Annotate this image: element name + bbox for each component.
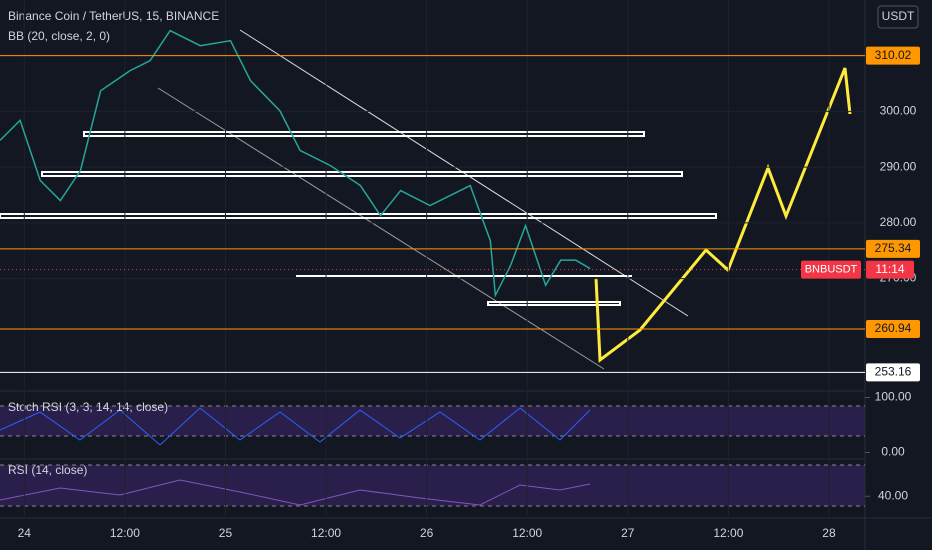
y-tick-label: 0.00: [881, 445, 905, 459]
support-box: [0, 213, 717, 219]
currency-box[interactable]: [877, 5, 919, 29]
level-label-box: [866, 320, 920, 339]
y-tick-label: 280.00: [880, 215, 917, 229]
currency: USDT: [882, 9, 915, 23]
level-label: 260.94: [875, 321, 912, 335]
x-tick-label: 27: [621, 526, 635, 540]
rsi-title: RSI (14, close): [8, 463, 87, 477]
support-box: [83, 131, 645, 137]
x-tick-label: 25: [219, 526, 233, 540]
x-tick-label: 24: [18, 526, 32, 540]
level-label: 253.16: [875, 365, 912, 379]
x-tick-label: 12:00: [512, 526, 542, 540]
x-tick-label: 28: [822, 526, 836, 540]
symbol-label: BNBUSDT: [805, 264, 858, 276]
level-label: 310.02: [875, 48, 912, 62]
countdown-label: 11:14: [875, 262, 904, 276]
x-tick-label: 12:00: [311, 526, 341, 540]
x-tick-label: 26: [420, 526, 434, 540]
y-tick-label: 40.00: [878, 488, 908, 502]
trend-line: [157, 87, 605, 370]
x-tick-label: 12:00: [713, 526, 743, 540]
level-label: 275.34: [875, 241, 912, 255]
stoch-title: Stoch RSI (3, 3, 14, 14, close): [8, 400, 168, 414]
support-box: [487, 301, 621, 306]
countdown-box: [866, 260, 914, 279]
symbol-box: [801, 260, 861, 279]
y-tick-label: 290.00: [880, 159, 917, 173]
indicator-label: BB (20, close, 2, 0): [8, 29, 110, 43]
level-label-box: [866, 46, 920, 65]
chart-title: Binance Coin / TetherUS, 15, BINANCE: [8, 9, 219, 23]
y-tick-label: 100.00: [875, 390, 912, 404]
price-line: [0, 29, 591, 298]
level-label-box: [866, 363, 920, 382]
support-box: [41, 171, 683, 177]
x-tick-label: 12:00: [110, 526, 140, 540]
rsi-line: [0, 479, 591, 506]
level-label-box: [866, 239, 920, 258]
stoch-k: [0, 407, 591, 446]
y-tick-label: 300.00: [880, 104, 917, 118]
